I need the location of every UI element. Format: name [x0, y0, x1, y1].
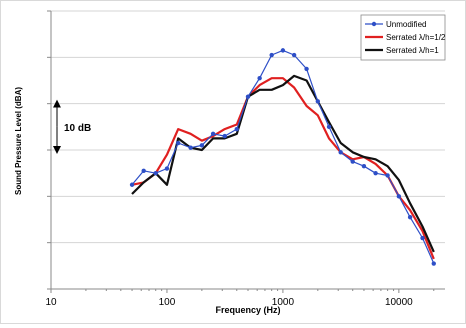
data-point — [420, 235, 425, 241]
data-point — [164, 166, 170, 171]
data-point — [153, 170, 158, 176]
x-tick-label: 1000 — [272, 297, 295, 308]
data-point — [396, 194, 402, 199]
data-point — [291, 52, 297, 58]
data-point — [280, 48, 286, 53]
legend: Unmodified Serrated λ/h=1/2 Serrated λ/h=1 — [360, 14, 446, 61]
series-line — [131, 77, 435, 260]
series-layer — [129, 48, 436, 266]
data-point — [188, 145, 193, 150]
data-point — [269, 52, 274, 58]
grid — [51, 10, 445, 244]
legend-marker — [371, 21, 377, 27]
legend-label: Unmodified — [386, 20, 426, 29]
data-point — [304, 66, 309, 72]
data-point — [361, 164, 367, 169]
data-point — [199, 143, 205, 148]
data-point — [257, 75, 262, 81]
data-point — [431, 261, 436, 266]
legend-label: Serrated λ/h=1 — [386, 46, 439, 55]
x-tick-label: 100 — [159, 297, 176, 308]
series-line — [131, 49, 435, 264]
data-point — [407, 214, 413, 220]
line-chart: 10 100 1000 10000 10 dB Unmodified Serrated … — [14, 10, 446, 315]
series-line — [131, 74, 435, 253]
x-tick-label: 10000 — [385, 297, 413, 308]
data-point — [175, 140, 181, 146]
data-point — [373, 170, 378, 176]
data-point — [222, 133, 227, 139]
data-point — [315, 99, 321, 104]
data-point — [129, 182, 135, 187]
data-point — [234, 126, 239, 132]
legend-label: Serrated λ/h=1/2 — [386, 33, 446, 42]
scale-annotation: 10 dB — [53, 99, 91, 154]
data-point — [350, 159, 355, 164]
data-point — [210, 131, 216, 136]
y-axis-title: Sound Pressure Level (dBA) — [14, 87, 23, 195]
axes: 10 100 1000 10000 — [45, 10, 445, 308]
x-axis-title: Frequency (Hz) — [215, 305, 280, 315]
x-tick-label: 10 — [45, 297, 57, 308]
data-point — [326, 124, 332, 130]
data-point — [338, 150, 343, 155]
data-point — [385, 173, 390, 178]
annotation-label: 10 dB — [64, 123, 91, 134]
data-point — [141, 168, 146, 174]
data-point — [245, 94, 251, 99]
